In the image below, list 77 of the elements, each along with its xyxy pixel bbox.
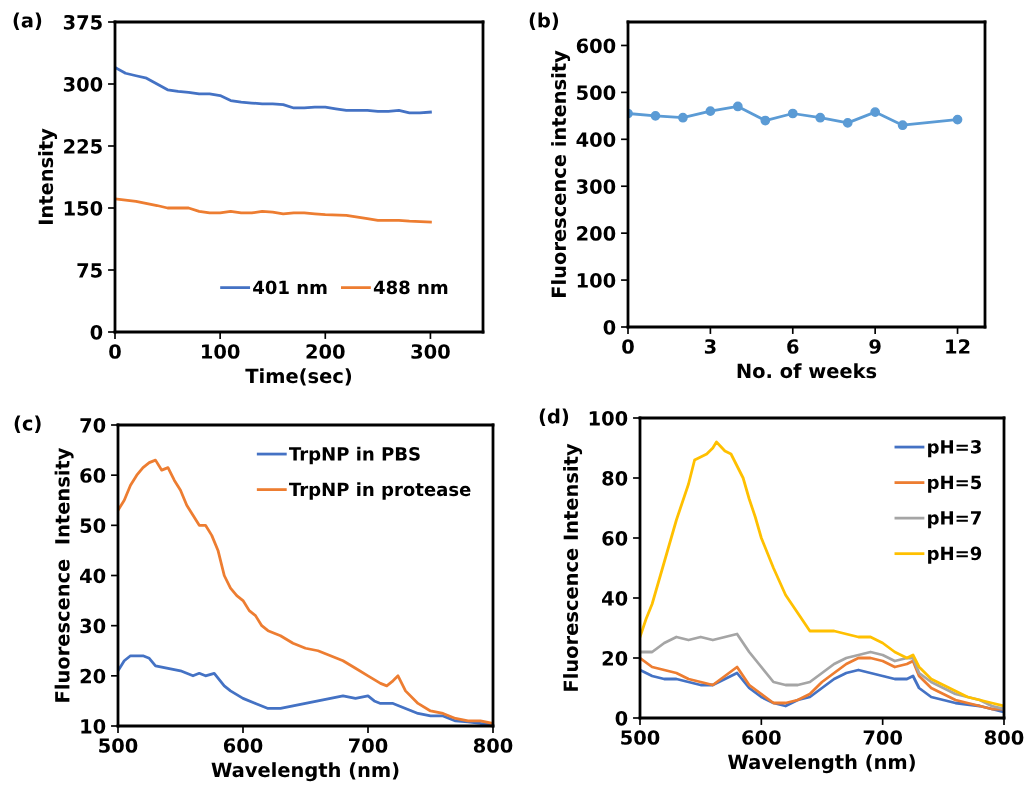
line-series	[640, 440, 1004, 708]
y-axis-title: Fluorescence intensity	[551, 50, 571, 297]
y-tick-label: 300	[63, 76, 103, 92]
x-tick-label: 12	[946, 339, 970, 354]
x-tick-label: 600	[223, 738, 263, 753]
x-tick-label: 3	[704, 339, 716, 354]
chart-title: (c)	[14, 415, 41, 433]
point	[952, 114, 963, 125]
y-tick-label: 50	[80, 518, 106, 533]
y-tick-label: 100	[577, 273, 616, 288]
line-series	[640, 632, 1004, 711]
point	[897, 120, 908, 131]
x-tick-label: 600	[742, 730, 781, 745]
point	[870, 107, 881, 117]
x-axis-title: No. of weeks	[737, 363, 877, 379]
y-tick-label: 200	[577, 226, 616, 241]
x-tick-label: 9	[869, 339, 881, 354]
y-tick-label: 20	[602, 650, 628, 666]
point	[678, 112, 688, 123]
y-tick-label: 400	[576, 132, 616, 147]
x-tick-label: 6	[787, 339, 799, 354]
line-series	[115, 66, 432, 115]
legend-label: pH=3	[928, 439, 981, 458]
y-tick-label: 20	[80, 668, 106, 684]
x-tick-label: 100	[202, 344, 240, 359]
point	[705, 106, 716, 117]
x-tick-label: 0	[109, 344, 121, 359]
x-tick-label: 500	[621, 730, 660, 745]
y-tick-label: 60	[602, 530, 628, 546]
y-tick-label: 100	[589, 410, 628, 426]
y-tick-label: 60	[80, 468, 106, 483]
y-tick-label: 10	[81, 718, 106, 734]
legend-label: 401 nm	[253, 280, 327, 295]
chart-title: (d)	[539, 408, 569, 426]
y-tick-label: 40	[80, 568, 106, 584]
point	[842, 118, 853, 128]
y-tick-label: 0	[603, 319, 616, 335]
y-tick-label: 0	[615, 710, 628, 726]
y-tick-label: 600	[576, 38, 616, 54]
legend-label: 488 nm	[373, 280, 448, 295]
x-tick-label: 500	[99, 738, 138, 753]
point	[787, 108, 798, 119]
point	[732, 101, 743, 112]
point	[650, 110, 661, 121]
chart-title: (a)	[13, 12, 42, 30]
x-tick-label: 200	[306, 344, 345, 359]
y-tick-label: 80	[602, 470, 628, 486]
legend-label: pH=5	[928, 475, 982, 493]
legend-label: pH=7	[928, 511, 981, 529]
y-tick-label: 40	[602, 590, 628, 606]
legend-label: TrpNP in protease	[289, 482, 471, 500]
y-tick-label: 500	[577, 85, 616, 101]
y-tick-label: 300	[576, 179, 616, 194]
y-axis-title: Intensity	[38, 128, 58, 225]
legend-label: TrpNP in PBS	[289, 446, 420, 465]
x-tick-label: 700	[349, 738, 388, 753]
y-tick-label: 225	[64, 138, 102, 154]
x-axis-title: Wavelength (nm)	[211, 762, 399, 782]
y-axis-title: Fluorescence Intensity	[54, 447, 74, 702]
line-series	[115, 197, 432, 224]
y-tick-label: 70	[80, 417, 106, 433]
chart-title: (b)	[529, 12, 559, 30]
x-axis-title: Wavelength (nm)	[728, 754, 915, 774]
y-tick-label: 150	[64, 200, 103, 216]
y-axis-title: Fluorescence Intensity	[563, 443, 583, 691]
x-axis-title: Time(sec)	[245, 368, 352, 386]
point	[760, 115, 771, 126]
y-tick-label: 0	[90, 324, 103, 340]
x-tick-label: 300	[411, 344, 450, 359]
x-tick-label: 800	[473, 738, 513, 753]
point	[815, 112, 826, 123]
legend-label: pH=9	[928, 546, 982, 564]
x-tick-label: 700	[863, 730, 903, 745]
y-tick-label: 375	[63, 14, 102, 30]
x-tick-label: 800	[984, 730, 1024, 745]
y-tick-label: 75	[77, 263, 102, 278]
y-tick-label: 30	[80, 618, 106, 634]
